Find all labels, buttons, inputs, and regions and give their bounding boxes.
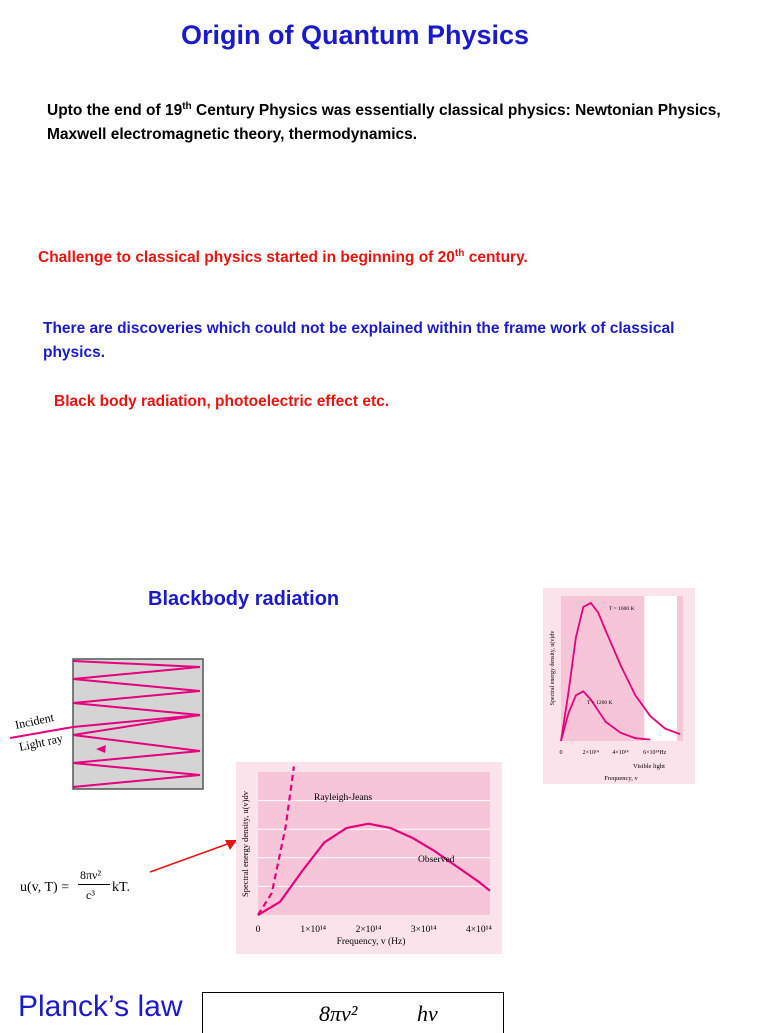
label-1600k: T = 1600 K	[609, 606, 634, 612]
discoveries-text: There are discoveries which could not be…	[43, 320, 675, 361]
ray-arrowhead	[96, 745, 106, 753]
x-axis-label: Frequency, v	[604, 775, 638, 782]
x-tick-label: 0	[256, 925, 261, 935]
label-observed: Observed	[418, 855, 455, 865]
rj-rhs: kT.	[112, 880, 131, 895]
planck-formula-box: 8πν² hν	[202, 992, 504, 1033]
y-axis-label: Spectral energy density, u(v)dv	[240, 790, 250, 897]
temperature-chart: T = 1600 K T = 1200 K 0 2×10¹⁴ 4×10¹⁴ 6×10¹…	[543, 588, 695, 784]
series-rayleigh-jeans	[257, 766, 295, 916]
x-tick-labels: 0 2×10¹⁴ 4×10¹⁴ 6×10¹⁴Hz	[560, 750, 667, 756]
challenge-sup: th	[454, 248, 465, 259]
intro-text-pre: Upto the end of 19	[47, 102, 183, 120]
blackbody-heading: Blackbody radiation	[148, 588, 340, 610]
intro-paragraph: Upto the end of 19th Century Physics was…	[47, 95, 737, 147]
grid-lines	[258, 800, 490, 887]
rj-fraction-bar	[78, 884, 110, 885]
reflection-path-upper	[10, 660, 201, 739]
rayleigh-jeans-chart: Rayleigh-Jeans Observed 0 1×10¹⁴ 2×10¹⁴ 3×1…	[236, 762, 502, 954]
x-tick-label: 2×10¹⁴	[356, 925, 382, 935]
intro-text-post: Century Physics was essentially classica…	[47, 102, 721, 144]
x-tick-label: 0	[560, 750, 563, 756]
rj-numerator: 8πν²	[80, 868, 102, 882]
arrow-line	[149, 841, 234, 873]
x-tick-label: 4×10¹⁴	[466, 925, 492, 935]
x-tick-label: 4×10¹⁴	[612, 750, 628, 756]
page-title: Origin of Quantum Physics	[180, 20, 530, 50]
challenge-text: Challenge to classical physics started i…	[38, 248, 528, 267]
visible-light-band	[644, 596, 678, 741]
x-tick-label: 6×10¹⁴Hz	[643, 750, 667, 756]
planck-heading: Planck’s law	[18, 990, 183, 1023]
x-tick-label: 2×10¹⁴	[583, 750, 599, 756]
x-tick-labels: 0 1×10¹⁴ 2×10¹⁴ 3×10¹⁴ 4×10¹⁴	[256, 925, 493, 935]
planck-numerator-2: hν	[417, 1001, 438, 1026]
visible-light-label: Visible light	[633, 763, 665, 770]
label-rayleigh-jeans: Rayleigh-Jeans	[314, 793, 372, 803]
x-tick-label: 1×10¹⁴	[300, 925, 326, 935]
challenge-post: century.	[464, 249, 528, 267]
rj-lhs: u(v, T) =	[20, 880, 70, 895]
y-axis-label: Spectral energy density, u(v)dv	[549, 631, 556, 706]
arrow-head	[225, 840, 237, 850]
incident-label: Incident	[14, 710, 56, 732]
plot-area	[258, 772, 490, 915]
x-tick-label: 3×10¹⁴	[411, 925, 437, 935]
challenge-pre: Challenge to classical physics started i…	[38, 249, 455, 267]
series-observed	[257, 822, 491, 916]
rj-formula: u(v, T) = 8πν² c³ kT.	[20, 868, 140, 908]
series-1600k	[560, 601, 681, 742]
label-1200k: T = 1200 K	[587, 700, 612, 706]
x-axis-label: Frequency, v (Hz)	[337, 936, 406, 947]
intro-sup: th	[182, 101, 192, 112]
planck-numerator-1: 8πν²	[319, 1001, 358, 1026]
examples-text: Black body radiation, photoelectric effe…	[54, 393, 390, 410]
reflection-path-lower	[72, 714, 201, 788]
rj-denominator: c³	[86, 888, 95, 902]
pointer-arrow	[149, 840, 237, 873]
series-1200k	[560, 690, 651, 742]
cavity-diagram: Incident Light ray	[10, 658, 204, 790]
